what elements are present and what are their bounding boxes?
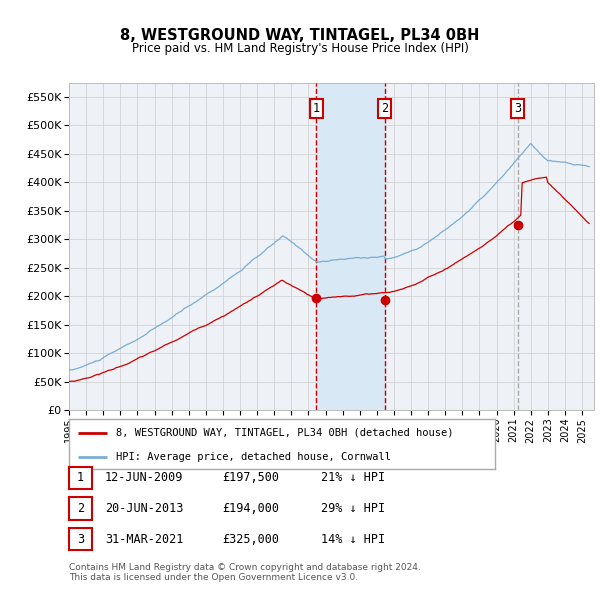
Text: 1: 1 — [77, 471, 84, 484]
Text: 8, WESTGROUND WAY, TINTAGEL, PL34 0BH: 8, WESTGROUND WAY, TINTAGEL, PL34 0BH — [121, 28, 479, 43]
Text: HPI: Average price, detached house, Cornwall: HPI: Average price, detached house, Corn… — [116, 451, 391, 461]
Text: 3: 3 — [77, 533, 84, 546]
Text: 2: 2 — [381, 101, 388, 114]
Text: 14% ↓ HPI: 14% ↓ HPI — [321, 533, 385, 546]
Text: 8, WESTGROUND WAY, TINTAGEL, PL34 0BH (detached house): 8, WESTGROUND WAY, TINTAGEL, PL34 0BH (d… — [116, 428, 454, 438]
Text: £325,000: £325,000 — [222, 533, 279, 546]
Text: 2: 2 — [77, 502, 84, 515]
Text: 1: 1 — [313, 101, 320, 114]
Text: 31-MAR-2021: 31-MAR-2021 — [105, 533, 184, 546]
Text: 21% ↓ HPI: 21% ↓ HPI — [321, 471, 385, 484]
Text: 20-JUN-2013: 20-JUN-2013 — [105, 502, 184, 515]
Text: Contains HM Land Registry data © Crown copyright and database right 2024.
This d: Contains HM Land Registry data © Crown c… — [69, 563, 421, 582]
Text: £194,000: £194,000 — [222, 502, 279, 515]
Text: 3: 3 — [514, 101, 521, 114]
Text: 29% ↓ HPI: 29% ↓ HPI — [321, 502, 385, 515]
Text: Price paid vs. HM Land Registry's House Price Index (HPI): Price paid vs. HM Land Registry's House … — [131, 42, 469, 55]
Text: £197,500: £197,500 — [222, 471, 279, 484]
Bar — [316, 83, 385, 410]
Text: 12-JUN-2009: 12-JUN-2009 — [105, 471, 184, 484]
